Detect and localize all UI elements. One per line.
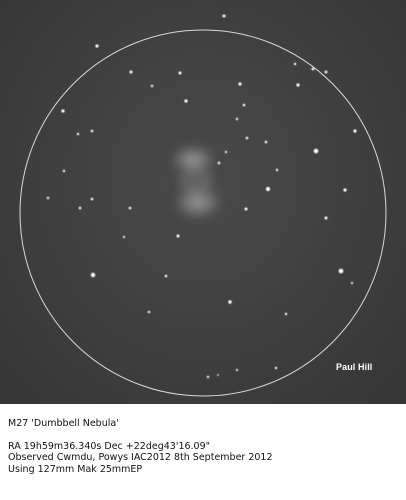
star [150,84,154,88]
star [224,150,228,154]
star [61,109,65,113]
star [95,44,99,48]
star [90,129,94,133]
star [128,206,132,210]
star [311,67,315,71]
star [184,99,188,103]
nebula-upper-lobe [169,143,217,177]
star [228,300,232,304]
star [353,129,357,133]
caption-coordinates: RA 19h59m36.340s Dec +22deg43'16.09" [8,440,211,452]
dumbbell-nebula [169,143,224,221]
star [265,186,271,192]
star [217,374,219,376]
star [46,196,50,200]
nebula-waist [178,169,214,193]
star [284,312,288,316]
star [343,188,347,192]
star [206,375,210,379]
star [178,71,182,75]
star [176,234,180,238]
caption-observed: Observed Cwmdu, Powys IAC2012 8th Septem… [8,452,273,463]
star [217,161,221,165]
star [147,310,151,314]
star [350,281,354,285]
star [78,206,82,210]
star [274,366,278,370]
observation-caption: M27 'Dumbbell Nebula' RA 19h59m36.340s D… [8,418,398,475]
star [90,272,96,278]
star [222,14,226,18]
star [90,197,94,201]
star [164,274,168,278]
star [129,70,133,74]
star [235,117,239,121]
star [244,207,248,211]
nebula-lower-lobe [172,183,224,221]
field-of-view-circle [19,29,387,397]
sketch-panel: Paul Hill [0,0,406,404]
artist-signature: Paul Hill [336,362,373,372]
star [264,140,268,144]
star [296,83,300,87]
star [122,235,126,239]
star-field [46,14,357,379]
caption-equipment: Using 127mm Mak 25mmEP [8,463,143,475]
eyepiece-view [19,14,387,397]
star [275,168,279,172]
star [238,82,242,86]
star [62,169,66,173]
star [293,62,297,66]
star [235,368,239,372]
star [313,148,319,154]
star [324,216,328,220]
star [76,132,80,136]
caption-title: M27 'Dumbbell Nebula' [8,418,119,429]
star [242,103,246,107]
star [324,70,328,74]
star [245,136,249,140]
star [338,268,344,274]
